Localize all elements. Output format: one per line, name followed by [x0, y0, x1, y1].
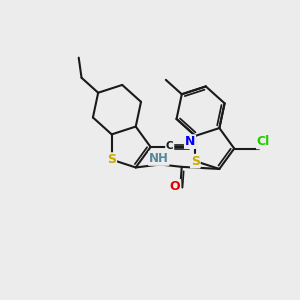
Text: O: O: [169, 180, 180, 193]
Text: S: S: [191, 154, 200, 168]
Text: N: N: [185, 135, 195, 148]
Text: Cl: Cl: [257, 135, 270, 148]
Text: NH: NH: [149, 152, 169, 165]
Text: C: C: [166, 141, 173, 152]
Text: S: S: [107, 153, 116, 166]
